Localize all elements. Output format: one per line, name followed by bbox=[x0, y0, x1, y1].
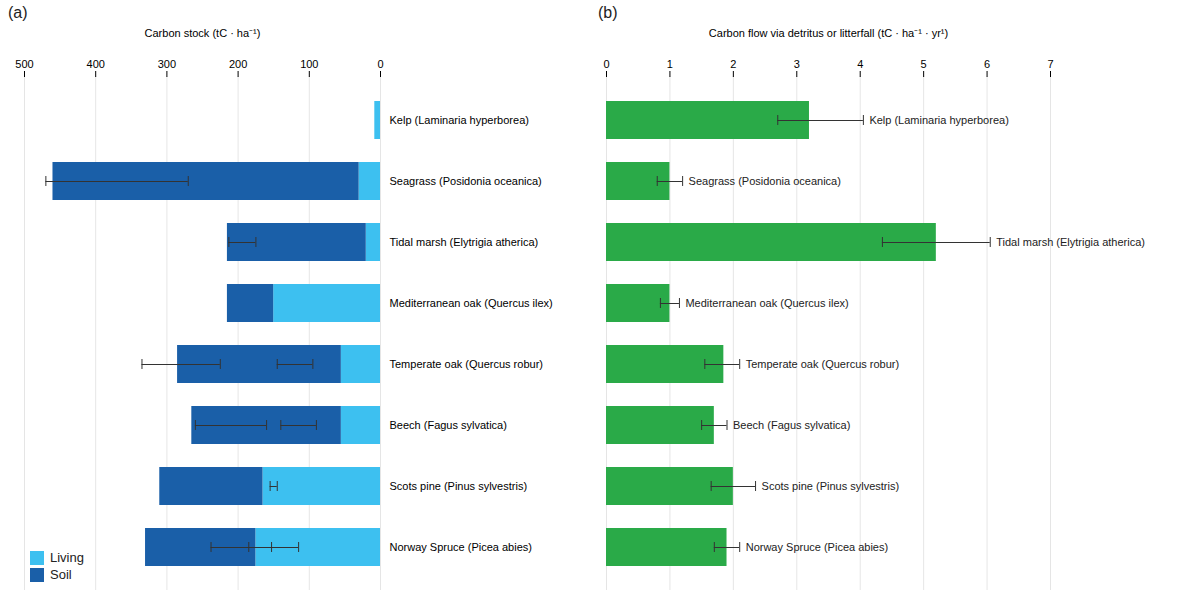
svg-text:Scots pine (Pinus sylvestris): Scots pine (Pinus sylvestris) bbox=[762, 480, 900, 492]
svg-text:Kelp (Laminaria hyperborea): Kelp (Laminaria hyperborea) bbox=[869, 114, 1008, 126]
svg-text:1: 1 bbox=[667, 58, 673, 70]
svg-text:200: 200 bbox=[229, 58, 247, 70]
html-text:Living: Living bbox=[50, 550, 84, 565]
html-text:(b): (b) bbox=[598, 4, 618, 21]
svg-text:4: 4 bbox=[857, 58, 863, 70]
svg-text:Mediterranean oak (Quercus ile: Mediterranean oak (Quercus ilex) bbox=[685, 297, 848, 309]
svg-text:Seagrass (Posidonia oceanica): Seagrass (Posidonia oceanica) bbox=[390, 175, 542, 187]
html-text:(a): (a) bbox=[8, 4, 28, 21]
svg-text:Mediterranean oak (Quercus ile: Mediterranean oak (Quercus ilex) bbox=[390, 297, 553, 309]
html-text:Soil: Soil bbox=[50, 567, 72, 582]
svg-text:500: 500 bbox=[15, 58, 33, 70]
svg-text:0: 0 bbox=[603, 58, 609, 70]
svg-text:Tidal marsh (Elytrigia atheric: Tidal marsh (Elytrigia atherica) bbox=[996, 236, 1145, 248]
svg-text:Scots pine (Pinus sylvestris): Scots pine (Pinus sylvestris) bbox=[390, 480, 528, 492]
svg-text:Beech (Fagus sylvatica): Beech (Fagus sylvatica) bbox=[733, 419, 850, 431]
svg-text:400: 400 bbox=[87, 58, 105, 70]
svg-text:300: 300 bbox=[158, 58, 176, 70]
svg-text:5: 5 bbox=[921, 58, 927, 70]
svg-text:2: 2 bbox=[730, 58, 736, 70]
svg-text:Tidal marsh (Elytrigia atheric: Tidal marsh (Elytrigia atherica) bbox=[390, 236, 539, 248]
svg-text:100: 100 bbox=[300, 58, 318, 70]
svg-text:Norway Spruce (Picea abies): Norway Spruce (Picea abies) bbox=[390, 541, 532, 553]
svg-text:Beech (Fagus sylvatica): Beech (Fagus sylvatica) bbox=[390, 419, 507, 431]
svg-text:6: 6 bbox=[984, 58, 990, 70]
svg-text:Carbon stock (tC · ha⁻¹): Carbon stock (tC · ha⁻¹) bbox=[145, 27, 261, 39]
svg-text:Seagrass (Posidonia oceanica): Seagrass (Posidonia oceanica) bbox=[689, 175, 841, 187]
svg-text:Norway Spruce (Picea abies): Norway Spruce (Picea abies) bbox=[746, 541, 888, 553]
svg-text:Temperate oak (Quercus robur): Temperate oak (Quercus robur) bbox=[746, 358, 899, 370]
svg-text:Kelp (Laminaria hyperborea): Kelp (Laminaria hyperborea) bbox=[390, 114, 529, 126]
svg-text:7: 7 bbox=[1047, 58, 1053, 70]
svg-text:Carbon flow via detritus or li: Carbon flow via detritus or litterfall (… bbox=[709, 27, 948, 39]
svg-text:0: 0 bbox=[377, 58, 383, 70]
svg-text:Temperate oak (Quercus robur): Temperate oak (Quercus robur) bbox=[390, 358, 543, 370]
svg-text:3: 3 bbox=[794, 58, 800, 70]
